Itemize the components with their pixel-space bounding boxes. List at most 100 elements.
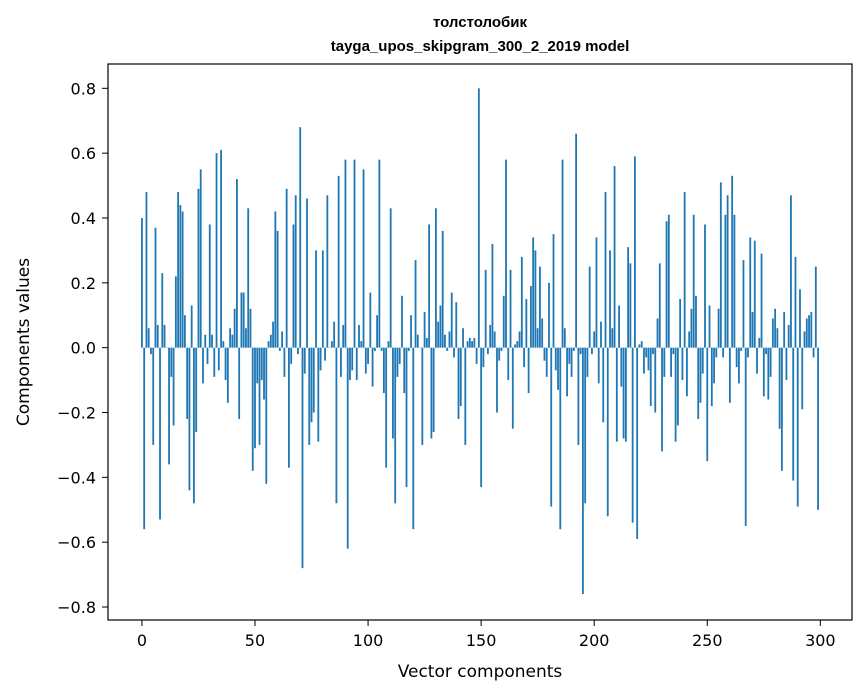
bar	[439, 305, 442, 348]
bar	[726, 195, 729, 348]
bar	[661, 347, 663, 452]
bar	[676, 347, 679, 426]
bar	[367, 347, 369, 364]
bar	[566, 347, 568, 397]
bar	[498, 347, 501, 361]
bar	[785, 347, 788, 381]
bar	[740, 347, 743, 351]
bar	[152, 347, 155, 445]
bar	[663, 347, 666, 377]
y-axis-label: Components values	[14, 258, 34, 426]
bar	[306, 198, 308, 348]
bar	[529, 286, 532, 348]
bar	[738, 347, 740, 384]
bar	[333, 321, 336, 348]
bar	[172, 347, 175, 426]
bar	[349, 347, 351, 381]
bar	[462, 328, 464, 348]
bar	[380, 347, 383, 351]
bar	[425, 337, 428, 348]
bar	[670, 347, 672, 377]
bar	[733, 214, 736, 348]
bar	[321, 250, 324, 348]
bar	[224, 347, 227, 381]
bar	[256, 347, 259, 384]
bar	[240, 292, 243, 348]
bar	[450, 292, 453, 348]
bar	[276, 230, 279, 348]
bar	[141, 217, 143, 348]
bar	[412, 347, 415, 530]
bar	[496, 347, 498, 413]
bar	[231, 334, 234, 348]
bar	[561, 159, 564, 348]
bar	[430, 347, 433, 439]
y-tick-label: 0.6	[71, 144, 96, 163]
bar	[579, 347, 582, 355]
x-tick-label: 300	[805, 631, 836, 650]
bar	[466, 341, 469, 348]
bar	[597, 347, 600, 384]
y-tick-label: 0.2	[71, 274, 96, 293]
bar	[525, 299, 528, 348]
bar	[435, 208, 437, 348]
bar	[545, 347, 548, 377]
bar	[511, 347, 514, 429]
bar	[211, 334, 213, 348]
bar	[288, 347, 290, 468]
bar	[656, 318, 659, 348]
bar	[697, 347, 700, 419]
bar	[593, 331, 596, 348]
bar	[808, 315, 810, 348]
bar	[631, 347, 634, 523]
y-tick-label: 0.0	[71, 339, 96, 358]
bars-group	[141, 88, 819, 595]
bar	[301, 347, 304, 569]
bar	[814, 266, 817, 348]
bar	[215, 153, 218, 348]
bar	[520, 256, 523, 348]
bar	[638, 344, 641, 348]
bar	[493, 331, 496, 348]
bar	[145, 192, 148, 348]
bar	[627, 247, 630, 348]
bar	[690, 308, 693, 348]
bar	[398, 347, 401, 364]
bar	[389, 208, 392, 348]
bar	[541, 318, 544, 348]
bar	[577, 347, 580, 445]
bar	[649, 347, 652, 407]
bar	[563, 328, 566, 348]
bar	[790, 195, 792, 348]
bar	[437, 321, 440, 348]
bar	[796, 347, 799, 507]
bar	[285, 188, 288, 348]
bar	[609, 250, 611, 348]
bar	[717, 308, 720, 348]
bar	[396, 347, 399, 377]
bar	[382, 347, 385, 394]
bar	[238, 347, 241, 419]
bar	[217, 347, 220, 371]
bar	[423, 312, 426, 348]
bar	[543, 347, 546, 361]
bar	[572, 347, 575, 351]
bar	[204, 334, 207, 348]
bar	[254, 347, 256, 449]
bar	[491, 243, 494, 348]
bar	[722, 347, 725, 358]
bar	[317, 347, 320, 442]
bar	[805, 318, 808, 348]
bar	[392, 347, 394, 439]
bar	[416, 334, 419, 348]
bar	[681, 347, 684, 381]
bar	[584, 347, 587, 504]
bar	[774, 308, 777, 348]
bar	[744, 347, 747, 526]
y-tick-label: 0.4	[71, 209, 96, 228]
bar	[760, 253, 763, 348]
bar	[199, 169, 202, 348]
bar	[539, 266, 541, 348]
bar	[355, 347, 358, 381]
